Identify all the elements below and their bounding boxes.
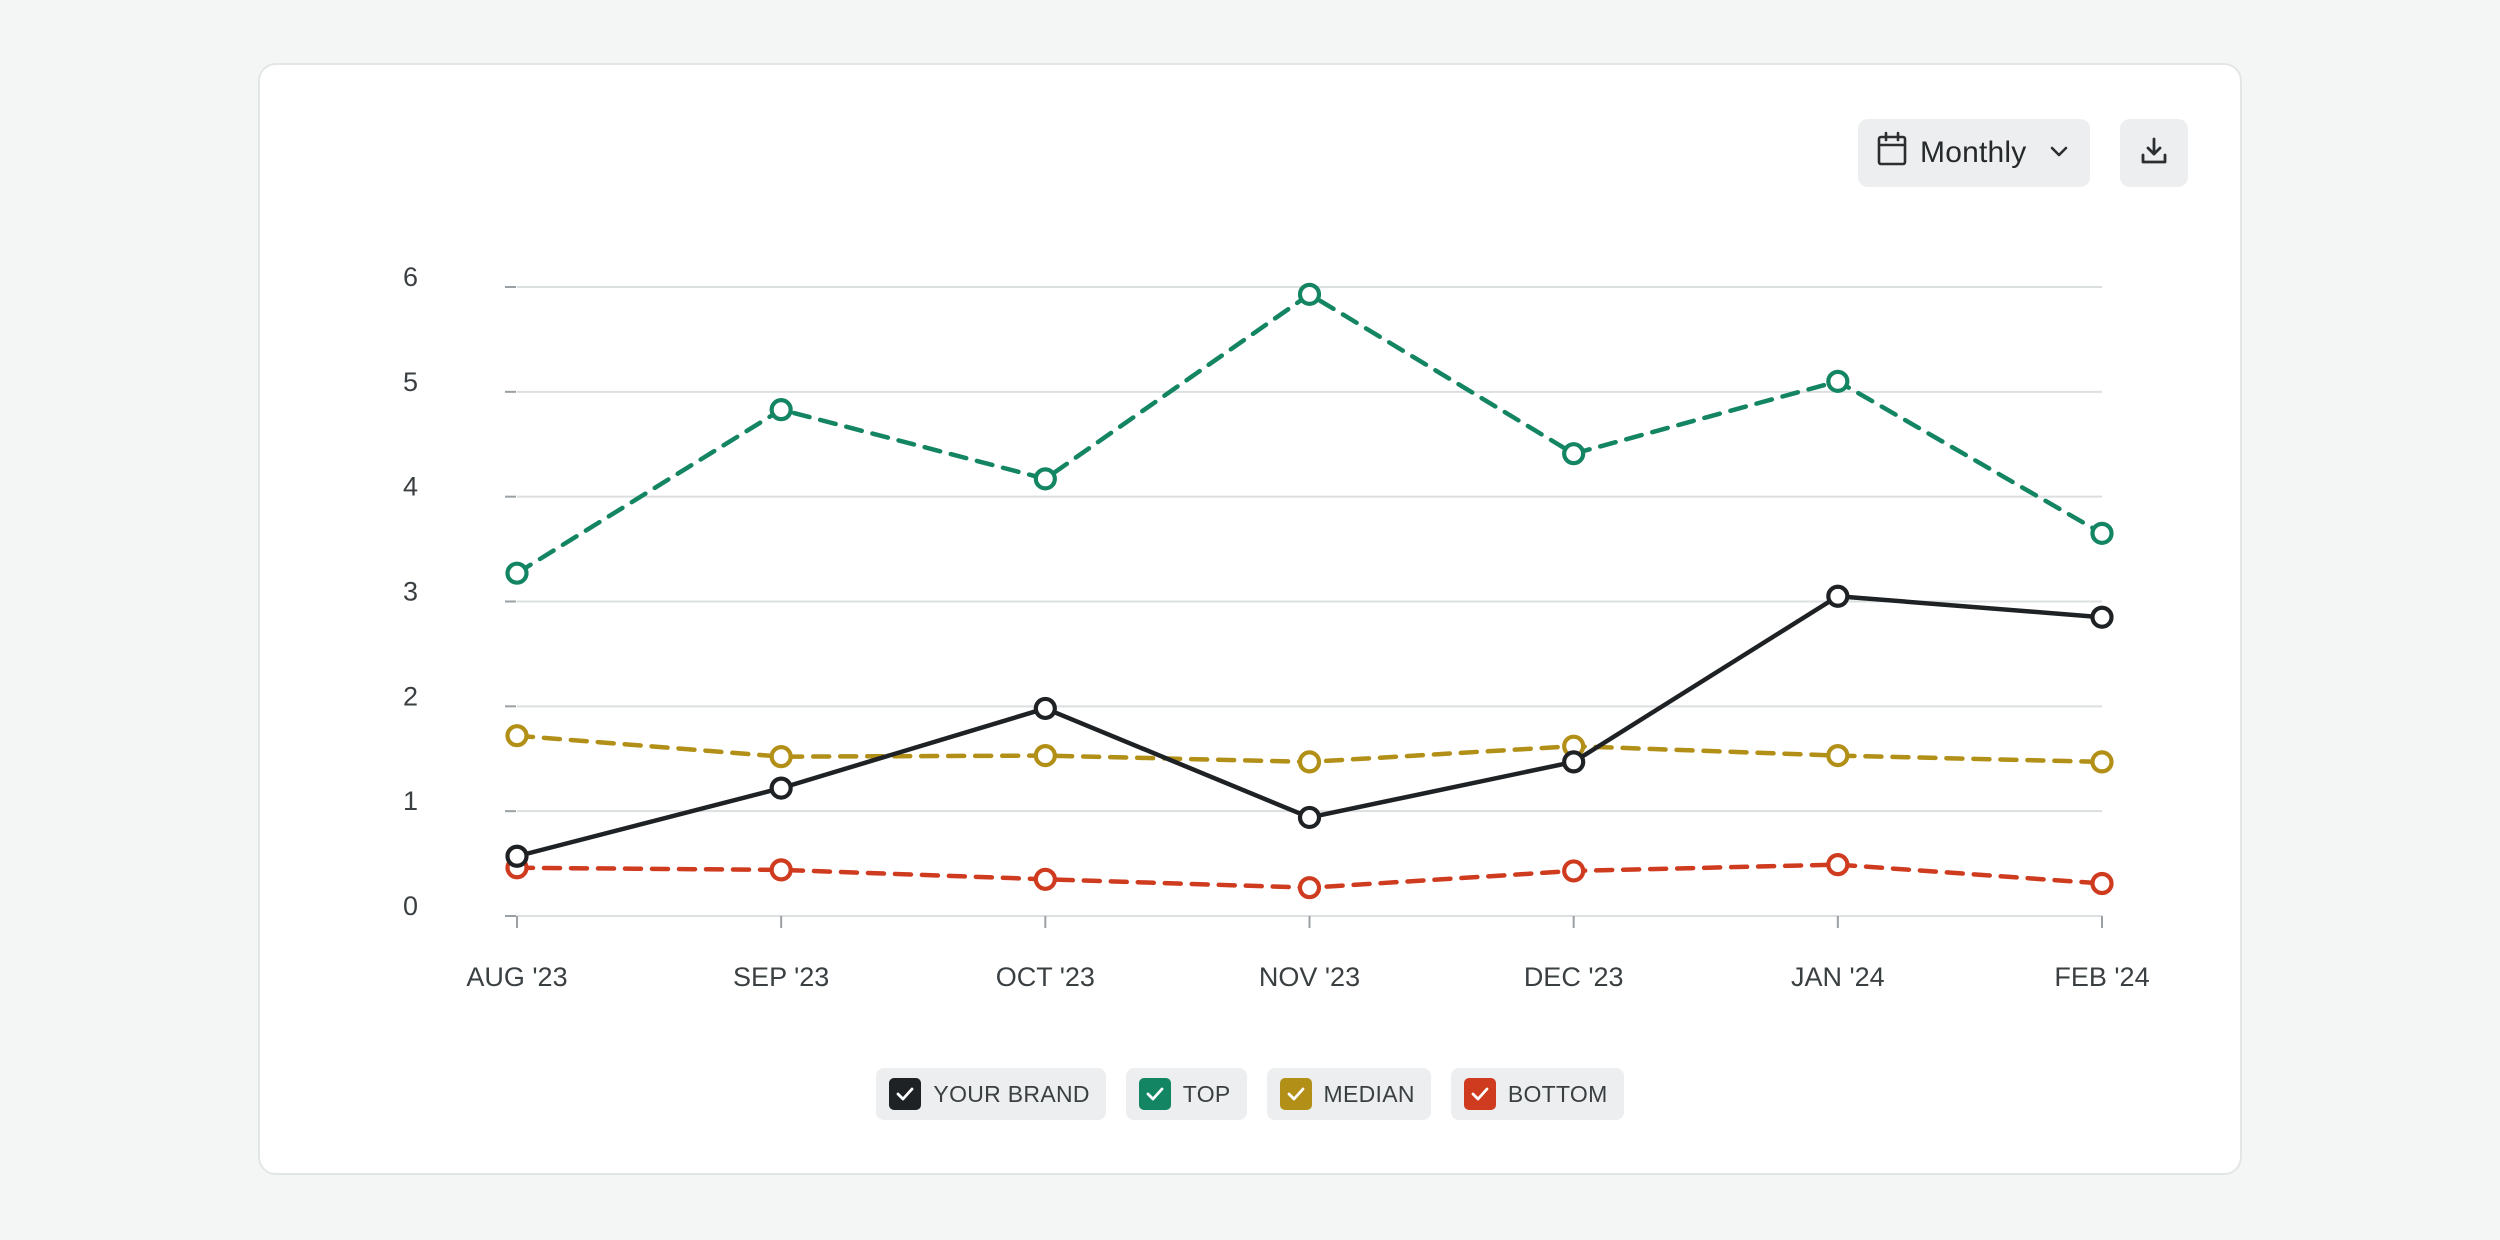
legend-label: TOP xyxy=(1182,1080,1231,1107)
calendar-icon xyxy=(1876,131,1908,175)
checkbox-check-icon xyxy=(889,1078,922,1110)
legend-item-your-brand[interactable]: YOUR BRAND xyxy=(876,1068,1106,1120)
data-point-top xyxy=(1033,467,1057,491)
download-icon xyxy=(2139,136,2169,171)
x-tick-label: SEP '23 xyxy=(733,962,829,992)
data-point-your-brand xyxy=(1562,750,1586,774)
download-button[interactable] xyxy=(2120,119,2188,187)
chevron-down-icon xyxy=(2048,136,2070,170)
chart-legend: YOUR BRAND TOP MEDIAN BOTTOM xyxy=(0,1068,2500,1120)
chart-toolbar: Monthly xyxy=(1858,119,2188,187)
chart-card xyxy=(258,63,2242,1175)
data-point-bottom xyxy=(2090,871,2114,896)
data-point-your-brand xyxy=(769,776,793,800)
data-point-bottom xyxy=(769,858,793,882)
y-tick-label: 1 xyxy=(403,786,418,816)
y-tick-label: 6 xyxy=(403,262,418,292)
checkbox-check-icon xyxy=(1138,1078,1171,1110)
period-select-label: Monthly xyxy=(1920,136,2027,169)
data-point-bottom xyxy=(1562,859,1586,883)
data-point-top xyxy=(1562,442,1586,466)
legend-item-bottom[interactable]: BOTTOM xyxy=(1450,1068,1624,1120)
legend-item-top[interactable]: TOP xyxy=(1125,1068,1247,1120)
data-point-top xyxy=(1297,282,1322,306)
data-point-your-brand xyxy=(1826,584,1850,608)
y-tick-label: 5 xyxy=(403,367,418,397)
data-point-bottom xyxy=(1826,853,1850,877)
data-point-your-brand xyxy=(2090,605,2114,629)
data-point-top xyxy=(769,398,793,422)
legend-label: BOTTOM xyxy=(1507,1080,1608,1107)
checkbox-check-icon xyxy=(1463,1078,1496,1110)
data-point-bottom xyxy=(1033,867,1057,891)
legend-label: MEDIAN xyxy=(1323,1080,1415,1107)
y-tick-label: 0 xyxy=(403,891,418,921)
x-tick-label: DEC '23 xyxy=(1524,962,1624,992)
legend-label: YOUR BRAND xyxy=(933,1080,1090,1107)
x-tick-label: JAN '24 xyxy=(1791,962,1885,992)
data-point-median xyxy=(1826,744,1850,768)
data-point-your-brand xyxy=(505,844,529,868)
x-tick-label: NOV '23 xyxy=(1259,962,1360,992)
data-point-median xyxy=(769,745,793,769)
data-point-top xyxy=(505,561,529,585)
y-tick-label: 3 xyxy=(403,577,418,607)
y-tick-label: 4 xyxy=(403,472,418,502)
data-point-median xyxy=(1033,744,1057,768)
x-tick-label: FEB '24 xyxy=(2054,962,2149,992)
series-line-top xyxy=(514,292,2105,576)
data-point-median xyxy=(2090,750,2114,774)
data-point-bottom xyxy=(1297,876,1322,900)
data-point-your-brand xyxy=(1297,805,1322,830)
data-point-top xyxy=(1826,369,1850,393)
x-tick-label: OCT '23 xyxy=(996,962,1095,992)
legend-item-median[interactable]: MEDIAN xyxy=(1266,1068,1431,1120)
x-tick-label: AUG '23 xyxy=(466,962,567,992)
y-tick-label: 2 xyxy=(403,681,418,711)
data-point-your-brand xyxy=(1033,696,1057,721)
data-point-median xyxy=(505,724,529,748)
period-select[interactable]: Monthly xyxy=(1858,119,2090,187)
data-point-top xyxy=(2090,521,2114,545)
checkbox-check-icon xyxy=(1279,1078,1312,1110)
data-point-median xyxy=(1297,750,1322,774)
